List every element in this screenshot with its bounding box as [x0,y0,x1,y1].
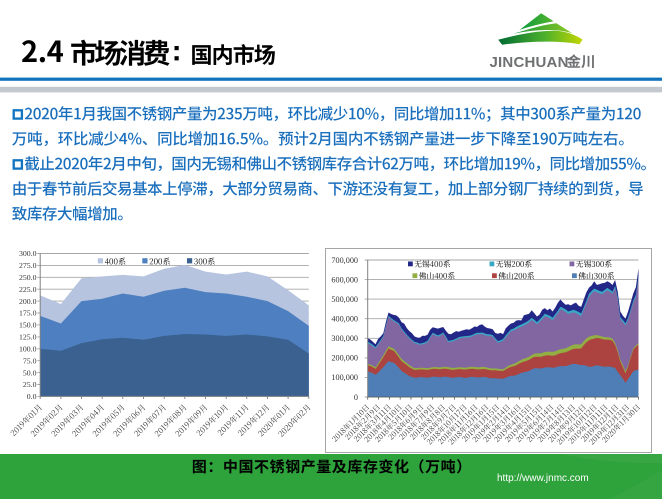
svg-text:300.0: 300.0 [19,249,37,258]
svg-text:200,000: 200,000 [331,354,358,363]
svg-text:700,000: 700,000 [331,256,358,265]
svg-text:http://www.jnmc.com: http://www.jnmc.com [497,473,589,484]
svg-text:0: 0 [354,393,358,402]
svg-text:500,000: 500,000 [331,295,358,304]
svg-text:75.0: 75.0 [23,356,37,365]
svg-text:275.0: 275.0 [19,261,37,270]
svg-text:175.0: 175.0 [19,309,37,318]
svg-text:50.0: 50.0 [23,368,37,377]
svg-text:600,000: 600,000 [331,275,358,284]
svg-text:0.0: 0.0 [27,392,37,401]
svg-text:100,000: 100,000 [331,373,358,382]
svg-text:JINCHUAN: JINCHUAN [490,54,569,71]
svg-text:25.0: 25.0 [23,380,37,389]
svg-text:125.0: 125.0 [19,333,37,342]
svg-text:150.0: 150.0 [19,321,37,330]
svg-text:400,000: 400,000 [331,315,358,324]
svg-text:250.0: 250.0 [19,273,37,282]
svg-text:100.0: 100.0 [19,345,37,354]
svg-text:200.0: 200.0 [19,297,37,306]
svg-text:225.0: 225.0 [19,285,37,294]
svg-text:300,000: 300,000 [331,334,358,343]
